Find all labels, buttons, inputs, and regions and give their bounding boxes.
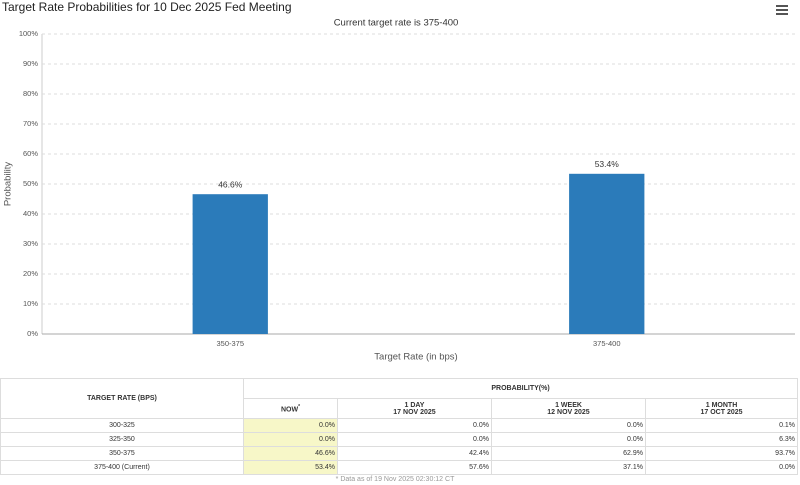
table-row: 300-325 0.0% 0.0% 0.0% 0.1% — [0, 418, 799, 433]
table-cell: 53.4% — [243, 460, 338, 475]
header-row: TARGET RATE (BPS) PROBABILITY(%) — [0, 378, 799, 419]
y-tick-label: 0% — [27, 329, 38, 338]
table-row: 350-375 46.6% 42.4% 62.9% 93.7% — [0, 446, 799, 461]
chart: Target Rate Probabilities for 10 Dec 202… — [2, 0, 795, 363]
table-cell: 0.0% — [491, 418, 646, 433]
y-tick-label: 30% — [23, 239, 38, 248]
menu-icon-bar — [776, 13, 788, 15]
table-row: 325-350 0.0% 0.0% 0.0% 6.3% — [0, 432, 799, 447]
y-tick-label: 100% — [19, 29, 39, 38]
x-tick-label: 375-400 — [593, 339, 621, 348]
y-tick-label: 50% — [23, 179, 38, 188]
table-cell: 300-325 — [0, 418, 244, 433]
y-tick-label: 40% — [23, 209, 38, 218]
table-cell: 325-350 — [0, 432, 244, 447]
column-date: 17 NOV 2025 — [393, 408, 436, 416]
table-note: * Data as of 19 Nov 2025 02:30:12 CT — [335, 476, 455, 483]
table-cell: 350-375 — [0, 446, 244, 461]
table-cell: 42.4% — [337, 446, 492, 461]
column-label: 1 DAY — [404, 401, 425, 409]
column-mark: * — [298, 403, 301, 410]
header-row: NOW* 1 DAY 17 NOV 2025 1 WEEK 12 NOV 2025 1 M… — [1, 398, 799, 419]
header-cell: 1 WEEK 12 NOV 2025 — [491, 398, 646, 419]
chart-title: Target Rate Probabilities for 10 Dec 202… — [2, 0, 292, 14]
data-label: 46.6% — [218, 179, 243, 189]
header-cell: PROBABILITY(%) — [242, 378, 799, 399]
table-cell: 37.1% — [491, 460, 646, 475]
bar — [569, 173, 645, 334]
column-label: 1 WEEK — [555, 401, 582, 409]
table-cell: 57.6% — [337, 460, 492, 475]
chart-subtitle: Current target rate is 375-400 — [334, 18, 459, 29]
header-cell: NOW* — [243, 398, 338, 419]
y-tick-label: 70% — [23, 119, 38, 128]
column-label: NOW — [280, 406, 299, 414]
y-tick-label: 60% — [23, 149, 38, 158]
table-cell: 93.7% — [644, 446, 799, 461]
y-tick-label: 10% — [23, 299, 38, 308]
table-cell: 46.6% — [243, 446, 338, 461]
x-axis-label: Target Rate (in bps) — [374, 352, 457, 363]
table-cell: 62.9% — [491, 446, 646, 461]
table-cell: 6.3% — [644, 432, 799, 447]
table-cell: 375-400 (Current) — [0, 460, 244, 475]
column-date: 12 NOV 2025 — [547, 408, 590, 416]
table-cell: 0.0% — [337, 418, 492, 433]
column-date: 17 OCT 2025 — [700, 408, 743, 416]
table-cell: 0.0% — [644, 460, 799, 475]
y-axis-label: Probability — [3, 162, 14, 207]
table-cell: 0.0% — [243, 432, 338, 447]
x-tick-label: 350-375 — [216, 339, 244, 348]
table-cell: 0.1% — [644, 418, 799, 433]
menu-icon-bar — [776, 5, 788, 7]
probability-table: TARGET RATE (BPS) PROBABILITY(%) NOW* 1 DAY… — [0, 378, 799, 475]
menu-icon-bar — [776, 9, 788, 11]
y-tick-label: 90% — [23, 59, 38, 68]
table-row: 375-400 (Current) 53.4% 57.6% 37.1% 0.0% — [0, 460, 799, 475]
table-cell: 0.0% — [491, 432, 646, 447]
menu-button[interactable] — [776, 5, 788, 15]
table-cell: 0.0% — [337, 432, 492, 447]
table-cell: 0.0% — [243, 418, 338, 433]
header-cell: 1 DAY 17 NOV 2025 — [337, 398, 492, 419]
header-cell: 1 MONTH 17 OCT 2025 — [644, 398, 799, 419]
column-label: 1 MONTH — [705, 401, 738, 409]
bar — [192, 194, 268, 334]
header-cell: TARGET RATE (BPS) — [0, 378, 244, 419]
y-tick-label: 20% — [23, 269, 38, 278]
y-tick-label: 80% — [23, 89, 38, 98]
data-label: 53.4% — [595, 159, 620, 169]
